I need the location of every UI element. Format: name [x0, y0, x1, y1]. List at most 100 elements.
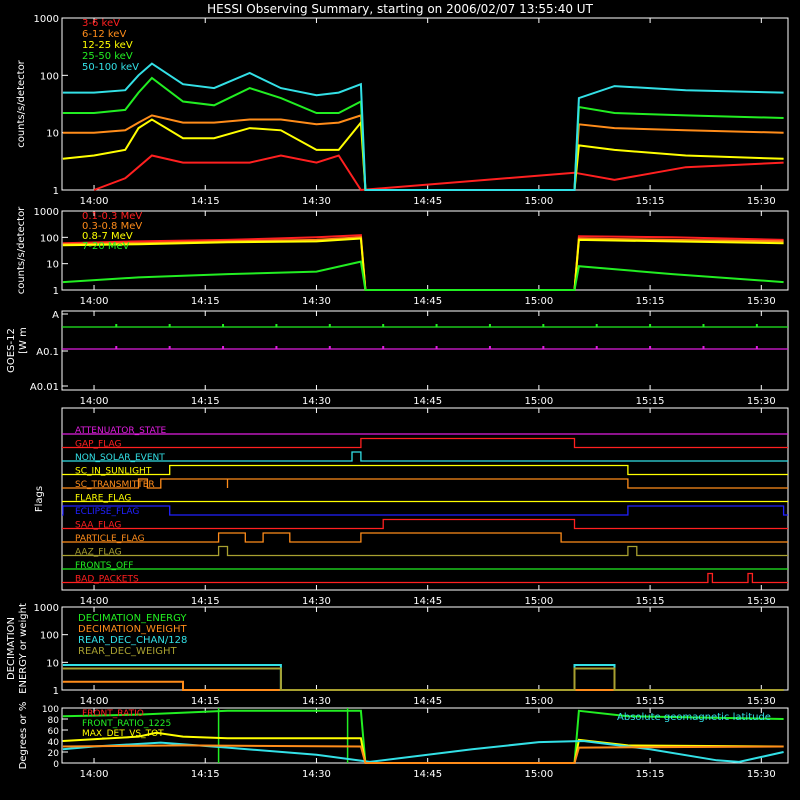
y-tick-label: 20 — [48, 749, 60, 759]
flag-line-3 — [62, 464, 788, 476]
y-axis-label: counts/s/detector — [16, 206, 27, 294]
flag-label: SAA_FLAG — [75, 521, 121, 531]
y-tick-label: A — [52, 310, 59, 321]
y-tick-label: 1000 — [34, 207, 59, 218]
x-tick-label: 14:00 — [80, 296, 109, 307]
x-tick-label: 14:45 — [413, 296, 442, 307]
x-tick-label: 15:30 — [747, 396, 776, 407]
x-tick-label: 14:15 — [191, 696, 220, 707]
x-tick-label: 15:00 — [524, 396, 553, 407]
x-tick-label: 15:30 — [747, 696, 776, 707]
x-tick-label: 14:45 — [413, 196, 442, 207]
x-tick-label: 15:30 — [747, 196, 776, 207]
x-tick-label: 15:00 — [524, 696, 553, 707]
plot-title: HESSI Observing Summary, starting on 200… — [207, 2, 593, 16]
y-tick-label: A0.01 — [30, 382, 59, 393]
flag-label: SC_TRANSMITTER — [75, 480, 155, 490]
series-line-0 — [93, 154, 784, 192]
x-tick-label: 15:15 — [636, 769, 665, 780]
legend-entry: 25-50 keV — [82, 51, 133, 62]
series-line-3 — [62, 260, 784, 291]
y-tick-label: 100 — [40, 233, 59, 244]
flag-line-8 — [62, 532, 788, 543]
x-tick-label: 14:00 — [80, 396, 109, 407]
latitude-annotation: Absolute geomagnetic latitude — [617, 712, 771, 723]
flag-label: NON_SOLAR_EVENT — [75, 453, 165, 463]
y-tick-label: 1 — [53, 686, 59, 697]
legend-entry: DECIMATION_ENERGY — [78, 613, 187, 624]
flag-label: ATTENUATOR_STATE — [75, 426, 167, 436]
x-tick-label: 15:30 — [747, 769, 776, 780]
x-tick-label: 14:15 — [191, 396, 220, 407]
flag-line-7 — [62, 518, 788, 530]
y-axis-label: counts/s/detector — [16, 59, 27, 147]
legend-entry: 50-100 keV — [82, 62, 139, 73]
legend-entry: 12-25 keV — [82, 40, 133, 51]
legend-entry: REAR_DEC_CHAN/128 — [78, 635, 187, 646]
legend-entry: 6-12 keV — [82, 29, 126, 40]
y-tick-label: 100 — [40, 71, 59, 82]
y-tick-label: 80 — [48, 716, 60, 726]
flag-label: AAZ_FLAG — [75, 548, 122, 558]
y-tick-label: 10 — [46, 658, 59, 669]
x-tick-label: 14:15 — [191, 296, 220, 307]
x-tick-label: 14:00 — [80, 769, 109, 780]
x-tick-label: 14:30 — [302, 196, 331, 207]
x-tick-label: 15:00 — [524, 196, 553, 207]
flag-line-2 — [62, 451, 788, 462]
x-tick-label: 14:00 — [80, 696, 109, 707]
y-tick-label: 1 — [53, 186, 59, 197]
series-line-3 — [62, 667, 784, 691]
x-tick-label: 15:30 — [747, 296, 776, 307]
series-line-1 — [62, 114, 784, 191]
x-tick-label: 14:45 — [413, 769, 442, 780]
y-tick-label: 1000 — [34, 603, 59, 614]
series-line-3 — [62, 76, 784, 191]
y-tick-label: 40 — [48, 738, 60, 748]
series-line-3 — [62, 739, 784, 763]
legend-entry: REAR_DEC_WEIGHT — [78, 646, 177, 657]
series-line-2 — [62, 237, 784, 291]
x-tick-label: 15:15 — [636, 596, 665, 607]
x-tick-label: 15:30 — [747, 596, 776, 607]
y-axis-label: DECIMATION — [6, 617, 17, 680]
y-tick-label: A0.1 — [36, 347, 59, 358]
flag-label: SC_IN_SUNLIGHT — [75, 467, 152, 477]
legend-entry: FRONT_RATIO_1225 — [82, 719, 171, 729]
flag-line-11 — [62, 572, 788, 584]
legend-entry: DECIMATION_WEIGHT — [78, 624, 187, 635]
x-tick-label: 14:00 — [80, 596, 109, 607]
y-axis-label: Flags — [34, 486, 45, 512]
flag-label: PARTICLE_FLAG — [75, 534, 145, 544]
x-tick-label: 14:15 — [191, 596, 220, 607]
flag-line-6 — [62, 505, 788, 516]
legend-entry: 7-20 MeV — [82, 241, 130, 252]
x-tick-label: 14:45 — [413, 396, 442, 407]
y-axis-label: [W m — [18, 327, 29, 354]
legend-entry: 3-6 keV — [82, 18, 120, 29]
flag-label: ECLIPSE_FLAG — [75, 507, 139, 517]
y-axis-label: GOES-12 — [6, 328, 17, 373]
x-tick-label: 15:00 — [524, 596, 553, 607]
y-axis-label: ENERGY or weight — [18, 603, 29, 694]
legend-entry: 0.1-0.3 MeV — [82, 211, 142, 222]
y-tick-label: 100 — [42, 705, 59, 715]
series-line-4 — [62, 62, 784, 191]
panel-frame-3 — [61, 407, 789, 591]
x-tick-label: 14:30 — [302, 296, 331, 307]
x-tick-label: 14:00 — [80, 196, 109, 207]
y-tick-label: 100 — [40, 631, 59, 642]
x-tick-label: 14:30 — [302, 596, 331, 607]
x-tick-label: 14:15 — [191, 769, 220, 780]
y-tick-label: 1 — [53, 286, 59, 297]
flag-line-1 — [62, 437, 788, 449]
x-tick-label: 14:30 — [302, 696, 331, 707]
y-axis-label: Degrees or % — [18, 702, 29, 770]
y-tick-label: 1000 — [34, 14, 59, 25]
flag-label: GAP_FLAG — [75, 440, 121, 450]
y-tick-label: 10 — [46, 129, 59, 140]
legend-entry: MAX_DET_VS_TOT — [82, 729, 164, 739]
flag-label: FRONTS_OFF — [75, 561, 133, 571]
